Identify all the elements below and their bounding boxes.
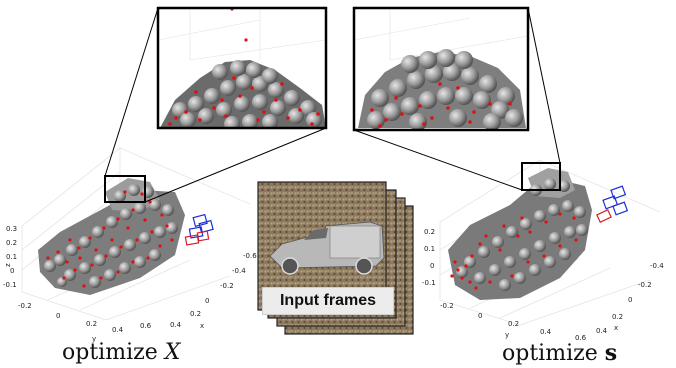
right-connector-line	[353, 129, 523, 191]
left-x-tick: 0	[205, 297, 209, 305]
right-caption-variable: s	[604, 340, 618, 366]
right-y-tick: 0.6	[575, 334, 587, 342]
left-y-tick: -0.2	[18, 302, 32, 310]
right-zoom-region	[521, 162, 561, 191]
right-x-tick: 0.4	[596, 327, 608, 335]
left-zoom-inset	[104, 6, 328, 203]
left-x-tick: 0.4	[170, 321, 182, 329]
right-x-tick: 0	[628, 296, 632, 304]
right-caption: optimize s	[502, 340, 617, 366]
left-z-tick: 0.3	[6, 225, 17, 233]
left-connector-line	[104, 7, 159, 177]
left-y-tick: 0	[56, 312, 60, 320]
input-frames-label: Input frames	[262, 287, 394, 315]
left-z-tick: 0.1	[6, 253, 17, 261]
left-z-tick: 0	[10, 267, 14, 275]
right-x-tick: -0.4	[650, 262, 664, 270]
right-y-tick: 0.4	[540, 328, 552, 336]
left-camera-frustums	[184, 213, 214, 246]
left-zoom-region	[104, 175, 146, 203]
left-car-pointcloud	[38, 178, 185, 295]
right-y-tick: 0.2	[508, 320, 519, 328]
right-y-tick: 0	[478, 312, 482, 320]
right-connector-line	[527, 7, 561, 164]
rendered-car-image	[269, 221, 385, 275]
left-y-label: y	[92, 335, 96, 343]
left-caption-variable: X	[164, 340, 181, 365]
left-x-label: x	[200, 322, 204, 330]
right-car-pointcloud	[448, 168, 592, 300]
left-x-tick: 0.2	[190, 310, 201, 318]
right-caption-text: optimize	[502, 341, 605, 366]
left-caption: optimize X	[62, 340, 180, 365]
right-y-label: y	[505, 331, 509, 339]
left-x-tick: -0.4	[232, 267, 246, 275]
right-zoom-inset	[352, 6, 561, 191]
right-z-tick: -0.1	[422, 279, 436, 287]
left-z-label: z	[4, 263, 12, 267]
right-x-tick: 0.2	[612, 313, 623, 321]
right-y-tick: -0.2	[440, 302, 454, 310]
right-camera-frustums	[596, 185, 629, 223]
left-z-tick: -0.1	[3, 281, 17, 289]
left-y-tick: 0.6	[140, 322, 152, 330]
right-z-tick: 0.2	[424, 228, 435, 236]
left-y-tick: 0.4	[112, 326, 124, 334]
left-caption-text: optimize	[62, 340, 165, 365]
left-z-tick: 0.2	[6, 239, 17, 247]
right-plot: 0.2 0.1 0 -0.1 -0.2 0 0.2 0.4 0.6 -0.4 -…	[422, 159, 664, 342]
left-y-tick: 0.2	[86, 320, 97, 328]
left-plot: 0.3 0.2 0.1 0 -0.1 -0.2 0 0.2 0.4 0.6 -0…	[3, 147, 257, 343]
right-x-label: x	[614, 324, 618, 332]
left-x-tick: -0.2	[220, 282, 234, 290]
right-z-tick: 0.1	[424, 245, 435, 253]
right-x-tick: -0.2	[638, 281, 652, 289]
left-connector-line	[144, 127, 327, 203]
left-x-tick: -0.6	[243, 252, 257, 260]
right-z-tick: 0	[430, 262, 434, 270]
